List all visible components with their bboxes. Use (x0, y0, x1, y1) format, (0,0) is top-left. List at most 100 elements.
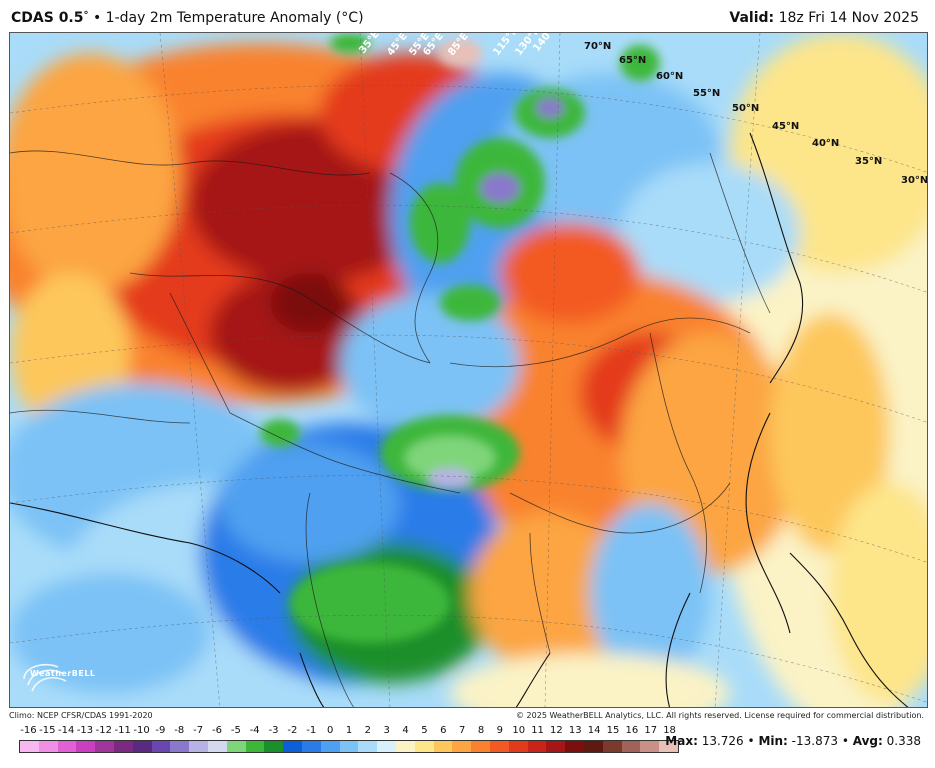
scale-label: 4 (402, 725, 409, 736)
scale-label: 12 (550, 725, 563, 736)
scale-label: -5 (230, 725, 241, 736)
scale-label: -14 (57, 725, 75, 736)
swirl-icon (23, 663, 67, 692)
product-close: ) (358, 10, 364, 26)
color-scale: -16 -15 -14 -13 -12 -11 -10 -9 -8 -7 -6 -5 -4 -3 -2 -1 0… (19, 725, 679, 761)
scale-swatch (38, 741, 58, 752)
scale-label: 9 (496, 725, 504, 736)
scale-swatch (245, 741, 265, 752)
min-value: -13.873 (791, 734, 838, 748)
scale-swatch (621, 741, 641, 752)
scale-swatch (113, 741, 133, 752)
scale-swatch (283, 741, 302, 752)
scale-label: -15 (39, 725, 56, 736)
scale-swatch (170, 741, 190, 752)
scale-label: -12 (95, 725, 113, 736)
scale-label: 11 (531, 725, 544, 736)
field-stats: Max: 13.726 • Min: -13.873 • Avg: 0.338 (665, 734, 921, 748)
lat-label-35: 35°N (855, 156, 883, 167)
lat-label-65: 65°N (619, 55, 647, 66)
scale-swatch (339, 741, 359, 752)
scale-labels: -16 -15 -14 -13 -12 -11 -10 -9 -8 -7 -6 -5 -4 -3 -2 -1 0… (19, 725, 679, 739)
scale-label: 3 (383, 725, 390, 736)
climo-note: Climo: NCEP CFSR/CDAS 1991-2020 (9, 711, 153, 720)
title-bullet: • (92, 10, 102, 26)
scale-label: -13 (76, 725, 94, 736)
scale-swatch (527, 741, 547, 752)
scale-label: 10 (512, 725, 526, 736)
scale-swatch (377, 741, 396, 752)
scale-swatch (659, 741, 678, 752)
stats-sep-1: • (747, 734, 755, 748)
scale-swatch (395, 741, 415, 752)
scale-swatch (565, 741, 584, 752)
min-label: Min: (758, 734, 788, 748)
scale-swatch (471, 741, 490, 752)
weatherbell-logo: WeatherBELL (14, 657, 95, 701)
unit-label: °C (341, 10, 359, 26)
scale-swatch (57, 741, 77, 752)
scale-label: -3 (268, 725, 279, 736)
scale-label: 14 (587, 725, 601, 736)
scale-swatch (151, 741, 171, 752)
scale-label: 17 (644, 725, 658, 736)
valid-time: Valid: 18z Fri 14 Nov 2025 (729, 10, 919, 26)
scale-swatch (207, 741, 227, 752)
avg-label: Avg: (852, 734, 883, 748)
scale-label: 18 (663, 725, 676, 736)
scale-label: -10 (133, 725, 150, 736)
scale-swatch (226, 741, 246, 752)
coastlines (10, 132, 909, 707)
scale-label: 13 (568, 725, 582, 736)
degree-sign: ° (83, 10, 89, 21)
scale-label: 6 (440, 725, 447, 736)
lat-label-55: 55°N (693, 88, 721, 99)
footer-row: Climo: NCEP CFSR/CDAS 1991-2020 © 2025 W… (9, 708, 928, 722)
lat-label-40: 40°N (812, 138, 840, 149)
header-bar: CDAS 0.5° • 1-day 2m Temperature Anomaly… (0, 0, 935, 32)
anomaly-map: 70°N 65°N 60°N 55°N 50°N 45°N 40°N 35°N … (9, 32, 928, 708)
scale-label: 5 (421, 725, 428, 736)
scale-label: -4 (249, 725, 260, 736)
scale-label: 8 (477, 725, 485, 736)
scale-swatch (433, 741, 453, 752)
graticule (10, 33, 927, 707)
scale-label: -1 (306, 725, 317, 736)
scale-swatch (640, 741, 660, 752)
copyright-note: © 2025 WeatherBELL Analytics, LLC. All r… (516, 711, 924, 720)
lat-label-60: 60°N (656, 71, 684, 82)
scale-label: 2 (364, 725, 372, 736)
scale-label: -2 (287, 725, 298, 736)
scale-swatch (95, 741, 114, 752)
max-label: Max: (665, 734, 698, 748)
avg-value: 0.338 (886, 734, 921, 748)
lat-label-70: 70°N (584, 41, 612, 52)
scale-swatch (76, 741, 96, 752)
scale-swatch (546, 741, 566, 752)
scale-label: 16 (625, 725, 639, 736)
scale-swatch (414, 741, 434, 752)
scale-label: -6 (212, 725, 222, 736)
lat-label-45: 45°N (772, 121, 800, 132)
scale-label: 7 (458, 725, 466, 736)
scale-swatch (264, 741, 284, 752)
scale-swatch (583, 741, 603, 752)
model-name: CDAS 0.5 (11, 10, 84, 26)
stats-sep-2: • (841, 734, 849, 748)
lat-label-50: 50°N (732, 103, 760, 114)
scale-bar (19, 740, 679, 753)
scale-label: 0 (326, 725, 334, 736)
scale-swatch (132, 741, 152, 752)
scale-label: 15 (606, 725, 620, 736)
scale-swatch (508, 741, 528, 752)
map-title: CDAS 0.5° • 1-day 2m Temperature Anomaly… (11, 10, 364, 26)
scale-swatch (301, 741, 321, 752)
valid-label: Valid: (729, 10, 775, 26)
scale-label: -8 (174, 725, 185, 736)
scale-swatch (489, 741, 509, 752)
anomaly-field (10, 33, 927, 707)
scale-label: 1 (345, 725, 353, 736)
valid-value: 18z Fri 14 Nov 2025 (778, 10, 919, 26)
scale-swatch (20, 741, 39, 752)
logo-text: WeatherBELL (30, 669, 96, 678)
